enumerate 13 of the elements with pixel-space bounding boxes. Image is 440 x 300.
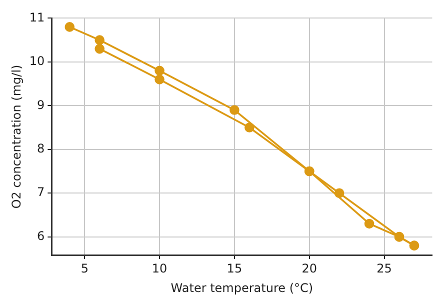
y-tick-label: 9 (37, 98, 45, 112)
y-tick-label: 8 (37, 142, 45, 156)
x-tick-label: 25 (376, 262, 392, 276)
y-axis-title: O2 concentration (mg/l) (9, 64, 24, 209)
x-tick-label: 5 (80, 262, 88, 276)
y-tick-label: 6 (37, 228, 45, 243)
y-tick-label: 11 (29, 10, 45, 24)
x-axis-title: Water temperature (°C) (170, 280, 314, 295)
x-tick-label: 15 (226, 262, 242, 276)
x-tick-label: 10 (152, 262, 168, 276)
y-tick-label: 10 (29, 54, 45, 68)
x-tick-label: 20 (302, 262, 317, 276)
y-tick-label: 7 (37, 185, 45, 200)
